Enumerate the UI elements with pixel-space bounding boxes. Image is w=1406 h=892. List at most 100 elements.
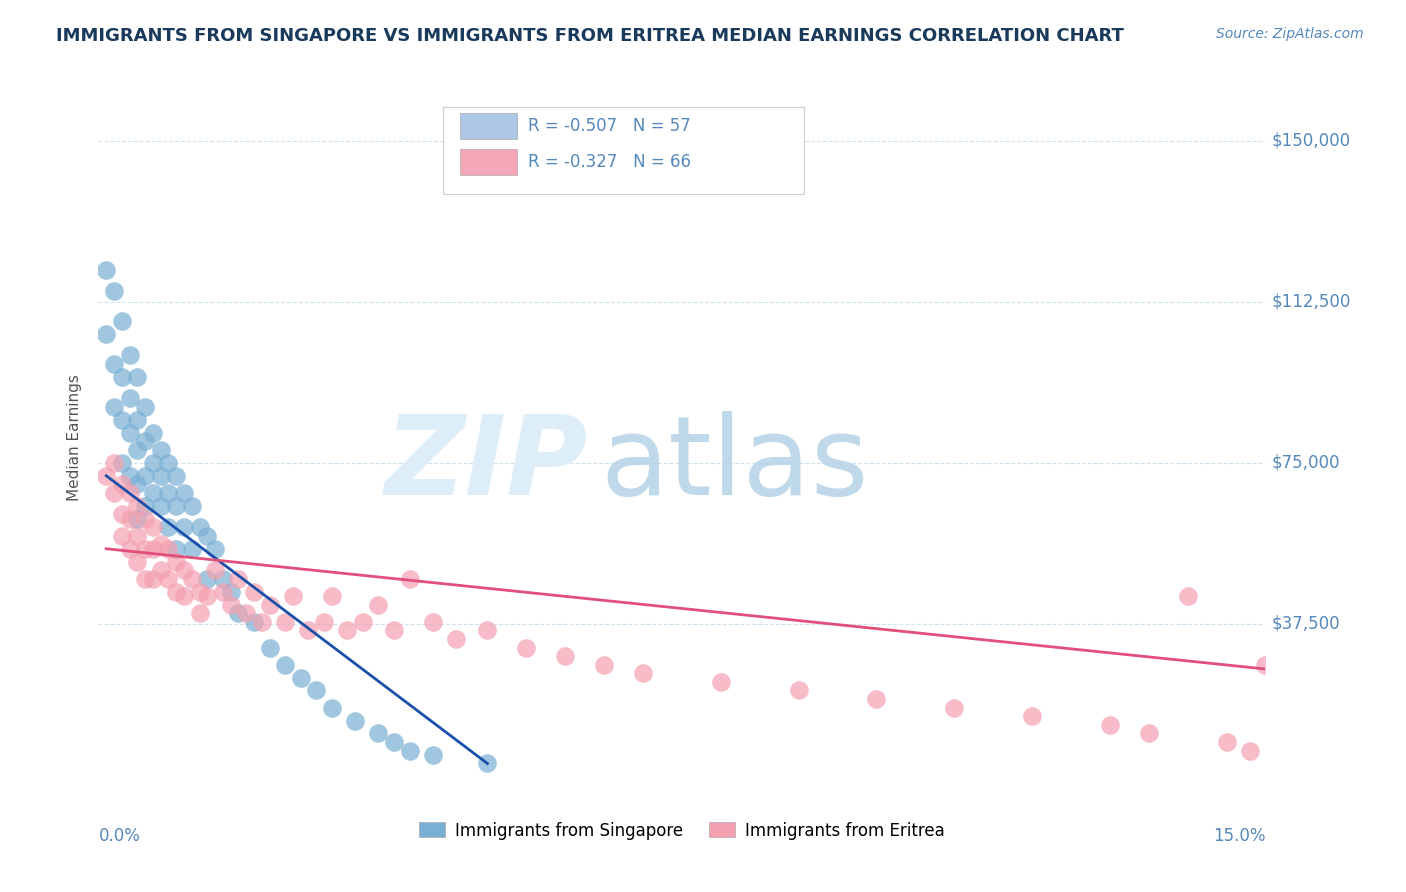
Point: [593, 657, 616, 672]
Point: [127, 477, 149, 491]
Point: [219, 584, 242, 599]
Point: [103, 456, 125, 470]
Point: [336, 624, 359, 638]
Text: IMMIGRANTS FROM SINGAPORE VS IMMIGRANTS FROM ERITREA MEDIAN EARNINGS CORRELATION: IMMIGRANTS FROM SINGAPORE VS IMMIGRANTS …: [56, 27, 1125, 45]
Point: [118, 349, 141, 363]
Point: [188, 606, 211, 620]
Point: [195, 529, 218, 543]
FancyBboxPatch shape: [443, 106, 804, 194]
Point: [305, 683, 328, 698]
Text: ZIP: ZIP: [385, 411, 589, 518]
Point: [127, 511, 149, 525]
Point: [195, 572, 218, 586]
Text: $37,500: $37,500: [1271, 615, 1340, 633]
Point: [157, 486, 180, 500]
Point: [382, 735, 405, 749]
Point: [243, 584, 266, 599]
Point: [631, 666, 654, 681]
Point: [127, 442, 149, 457]
Point: [142, 520, 165, 534]
Text: $112,500: $112,500: [1271, 293, 1351, 310]
Point: [204, 541, 226, 556]
Point: [111, 314, 134, 328]
Point: [103, 357, 125, 371]
Point: [180, 541, 202, 556]
Point: [312, 615, 335, 629]
Point: [422, 747, 444, 762]
Point: [787, 683, 810, 698]
Point: [142, 456, 165, 470]
Point: [180, 572, 202, 586]
Point: [250, 615, 273, 629]
Point: [710, 674, 733, 689]
Point: [149, 442, 172, 457]
Point: [118, 486, 141, 500]
Point: [173, 589, 195, 603]
Point: [1215, 735, 1237, 749]
Point: [398, 743, 420, 757]
Point: [219, 598, 242, 612]
Point: [103, 486, 125, 500]
Point: [477, 756, 499, 771]
Point: [142, 486, 165, 500]
Point: [103, 284, 125, 298]
Point: [367, 598, 389, 612]
Point: [165, 555, 187, 569]
Point: [157, 572, 180, 586]
Point: [142, 572, 165, 586]
Point: [142, 541, 165, 556]
Legend: Immigrants from Singapore, Immigrants from Eritrea: Immigrants from Singapore, Immigrants fr…: [412, 815, 952, 847]
Point: [188, 584, 211, 599]
Point: [195, 589, 218, 603]
Point: [118, 511, 141, 525]
Text: Source: ZipAtlas.com: Source: ZipAtlas.com: [1216, 27, 1364, 41]
Point: [173, 520, 195, 534]
Point: [290, 671, 312, 685]
Text: atlas: atlas: [600, 411, 869, 518]
Point: [118, 392, 141, 406]
Point: [165, 499, 187, 513]
Point: [149, 563, 172, 577]
Point: [274, 657, 297, 672]
Point: [157, 541, 180, 556]
Point: [180, 499, 202, 513]
Point: [111, 508, 134, 522]
Point: [142, 425, 165, 440]
Point: [134, 572, 156, 586]
Point: [134, 468, 156, 483]
Point: [103, 400, 125, 414]
Point: [398, 572, 420, 586]
Text: 15.0%: 15.0%: [1213, 827, 1265, 845]
Point: [259, 640, 281, 655]
Point: [1021, 709, 1043, 723]
Point: [127, 529, 149, 543]
Point: [111, 529, 134, 543]
Point: [149, 537, 172, 551]
Point: [1098, 718, 1121, 732]
Point: [165, 541, 187, 556]
Point: [173, 486, 195, 500]
Point: [157, 456, 180, 470]
Point: [127, 555, 149, 569]
Point: [515, 640, 537, 655]
Point: [165, 468, 187, 483]
Point: [212, 584, 235, 599]
Point: [111, 370, 134, 384]
Point: [235, 606, 257, 620]
Point: [228, 606, 250, 620]
Point: [134, 434, 156, 449]
Point: [96, 326, 118, 341]
Point: [446, 632, 468, 646]
Point: [149, 468, 172, 483]
Point: [344, 714, 367, 728]
Text: R = -0.507   N = 57: R = -0.507 N = 57: [527, 117, 690, 135]
Point: [477, 624, 499, 638]
Point: [367, 726, 389, 740]
Point: [943, 700, 966, 714]
FancyBboxPatch shape: [460, 113, 517, 139]
Point: [188, 520, 211, 534]
Point: [118, 425, 141, 440]
Point: [134, 541, 156, 556]
Point: [127, 499, 149, 513]
Point: [228, 572, 250, 586]
